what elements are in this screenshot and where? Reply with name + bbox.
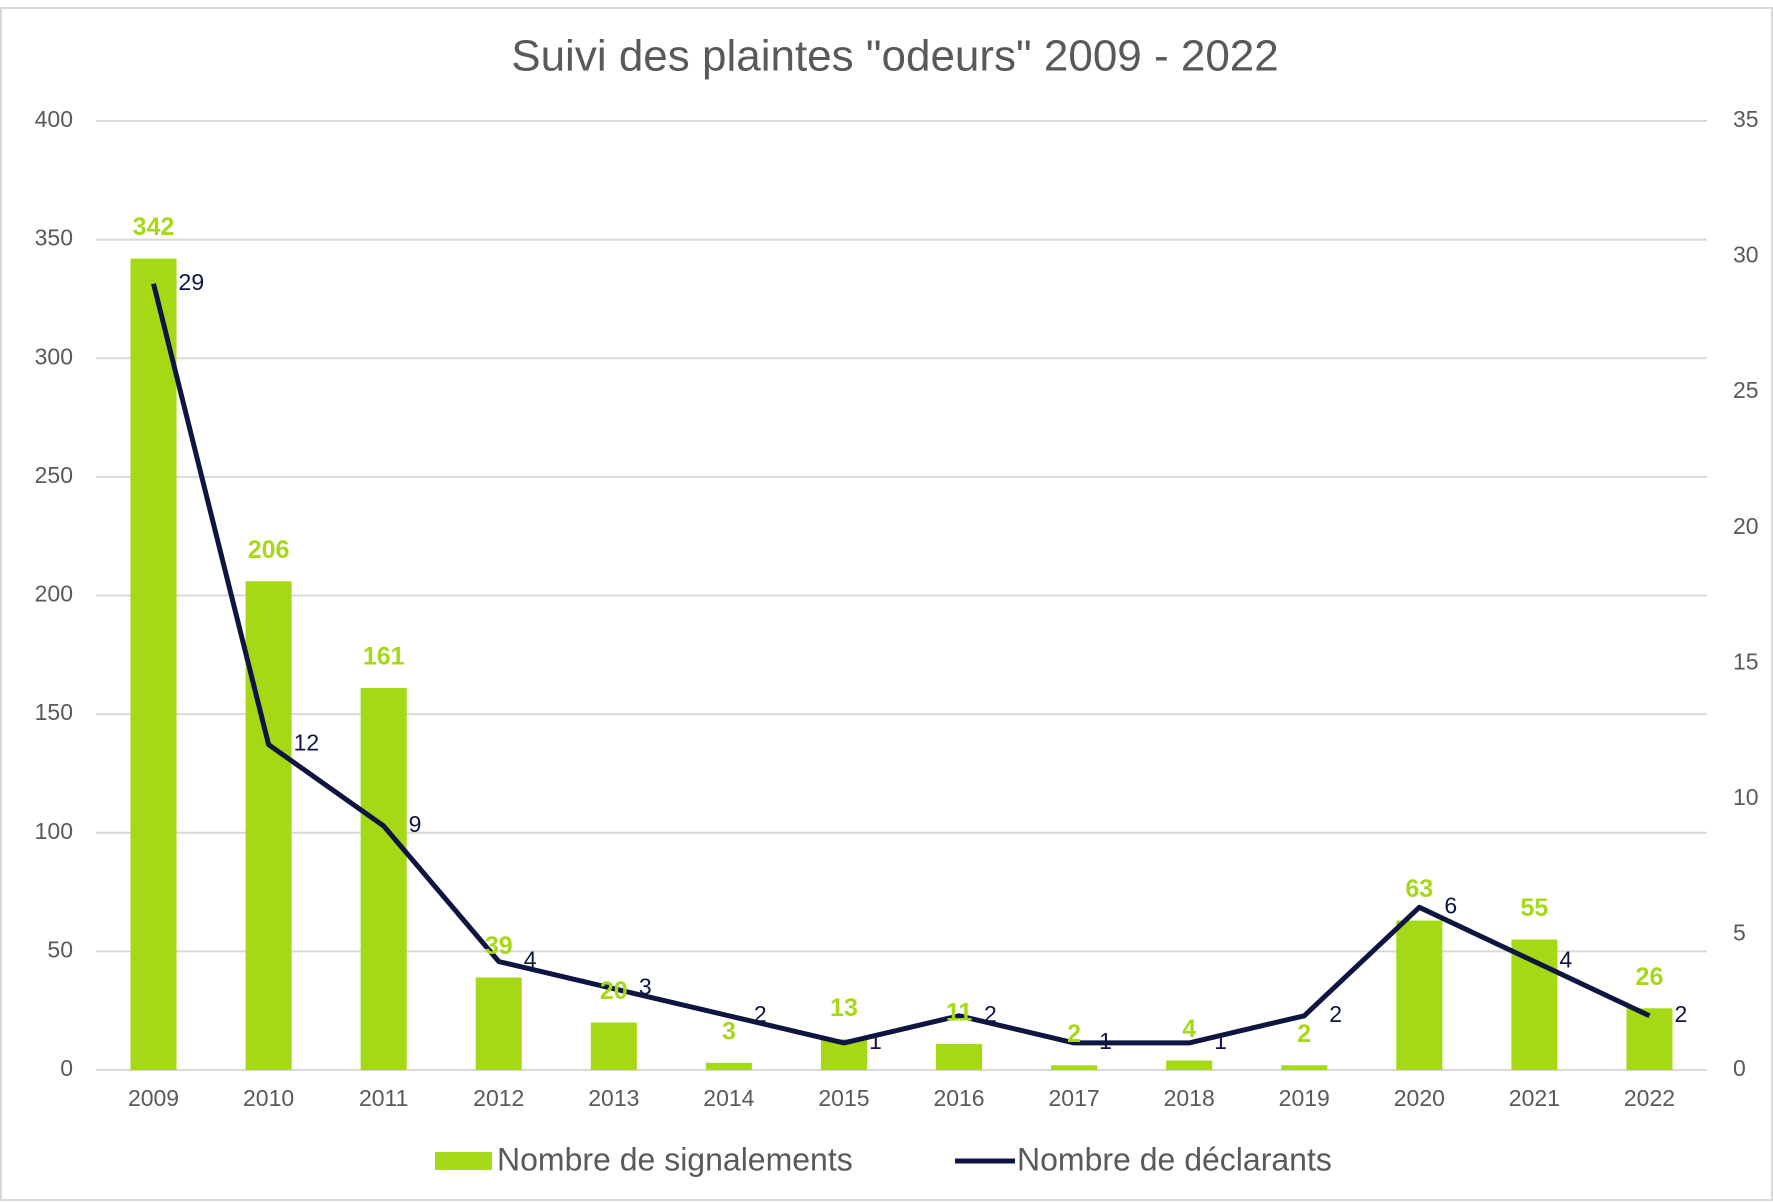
line-value-label: 9 [409, 811, 422, 837]
x-tick-label: 2020 [1394, 1085, 1445, 1111]
y-tick-label: 200 [35, 581, 73, 607]
x-tick-label: 2016 [933, 1085, 984, 1111]
line-value-label: 12 [294, 730, 320, 756]
bar-value-label: 55 [1520, 894, 1548, 922]
line-value-label: 2 [984, 1001, 997, 1027]
y-tick-label: 0 [60, 1055, 73, 1081]
y-tick-label: 250 [35, 462, 73, 488]
bar [245, 581, 292, 1070]
x-tick-label: 2018 [1164, 1085, 1215, 1111]
bar-value-label: 39 [485, 932, 513, 960]
bar-value-label: 342 [133, 213, 175, 241]
bar-value-label: 20 [600, 977, 628, 1005]
bar [130, 258, 177, 1071]
y-tick-label: 50 [47, 936, 73, 962]
y2-tick-label: 20 [1733, 513, 1759, 539]
y2-tick-label: 0 [1733, 1055, 1746, 1081]
line-value-label: 4 [1559, 947, 1572, 973]
bar-value-label: 63 [1405, 875, 1433, 903]
y-tick-label: 300 [35, 343, 73, 369]
line-value-label: 29 [179, 269, 205, 295]
y2-tick-label: 5 [1733, 920, 1746, 946]
y-tick-label: 100 [35, 818, 73, 844]
x-tick-label: 2017 [1049, 1085, 1100, 1111]
y-tick-label: 400 [35, 106, 73, 132]
chart-frame [0, 7, 1773, 1201]
legend-label: Nombre de signalements [497, 1141, 853, 1177]
line-value-label: 1 [1099, 1028, 1112, 1054]
x-tick-label: 2019 [1279, 1085, 1330, 1111]
bar-value-label: 11 [946, 999, 973, 1027]
chart-title: Suivi des plaintes "odeurs" 2009 - 2022 [511, 32, 1279, 81]
y-tick-label: 150 [35, 699, 73, 725]
line-value-label: 3 [639, 974, 652, 1000]
bar-value-label: 2 [1067, 1020, 1081, 1048]
bar [360, 688, 407, 1070]
line-value-label: 1 [1214, 1028, 1227, 1054]
x-tick-label: 2021 [1509, 1085, 1560, 1111]
line-value-label: 1 [869, 1028, 882, 1054]
y2-tick-label: 25 [1733, 377, 1759, 403]
bar [1166, 1060, 1213, 1070]
bar [705, 1062, 752, 1070]
legend-label: Nombre de déclarants [1017, 1141, 1332, 1177]
line-value-label: 4 [524, 947, 537, 973]
bar [1396, 920, 1443, 1070]
line-value-label: 6 [1444, 892, 1457, 918]
y2-tick-label: 35 [1733, 106, 1759, 132]
bar-value-label: 4 [1182, 1015, 1196, 1043]
bar-value-label: 206 [248, 536, 290, 564]
x-tick-label: 2015 [818, 1085, 869, 1111]
bar [590, 1022, 637, 1070]
line [151, 283, 1651, 1046]
bar [1626, 1008, 1673, 1070]
legend-swatch [435, 1152, 492, 1170]
bar-value-label: 13 [830, 994, 858, 1022]
x-tick-label: 2012 [473, 1085, 524, 1111]
x-tick-label: 2009 [128, 1085, 179, 1111]
bar [936, 1043, 983, 1070]
x-tick-label: 2013 [588, 1085, 639, 1111]
bar-value-label: 161 [363, 643, 405, 671]
bar-value-label: 26 [1636, 963, 1664, 991]
x-tick-label: 2010 [243, 1085, 294, 1111]
line-value-label: 2 [754, 1001, 767, 1027]
bar-value-label: 3 [722, 1017, 736, 1045]
y2-tick-label: 10 [1733, 784, 1759, 810]
y2-tick-label: 15 [1733, 648, 1759, 674]
y2-tick-label: 30 [1733, 242, 1759, 268]
x-tick-label: 2022 [1624, 1085, 1675, 1111]
x-tick-label: 2011 [359, 1085, 408, 1111]
bar [1051, 1065, 1098, 1070]
bar [475, 977, 522, 1070]
bar-value-label: 2 [1297, 1020, 1311, 1048]
line-value-label: 2 [1329, 1001, 1342, 1027]
line-value-label: 2 [1674, 1001, 1687, 1027]
x-tick-label: 2014 [703, 1085, 754, 1111]
bar [1281, 1065, 1328, 1070]
y-tick-label: 350 [35, 225, 73, 251]
